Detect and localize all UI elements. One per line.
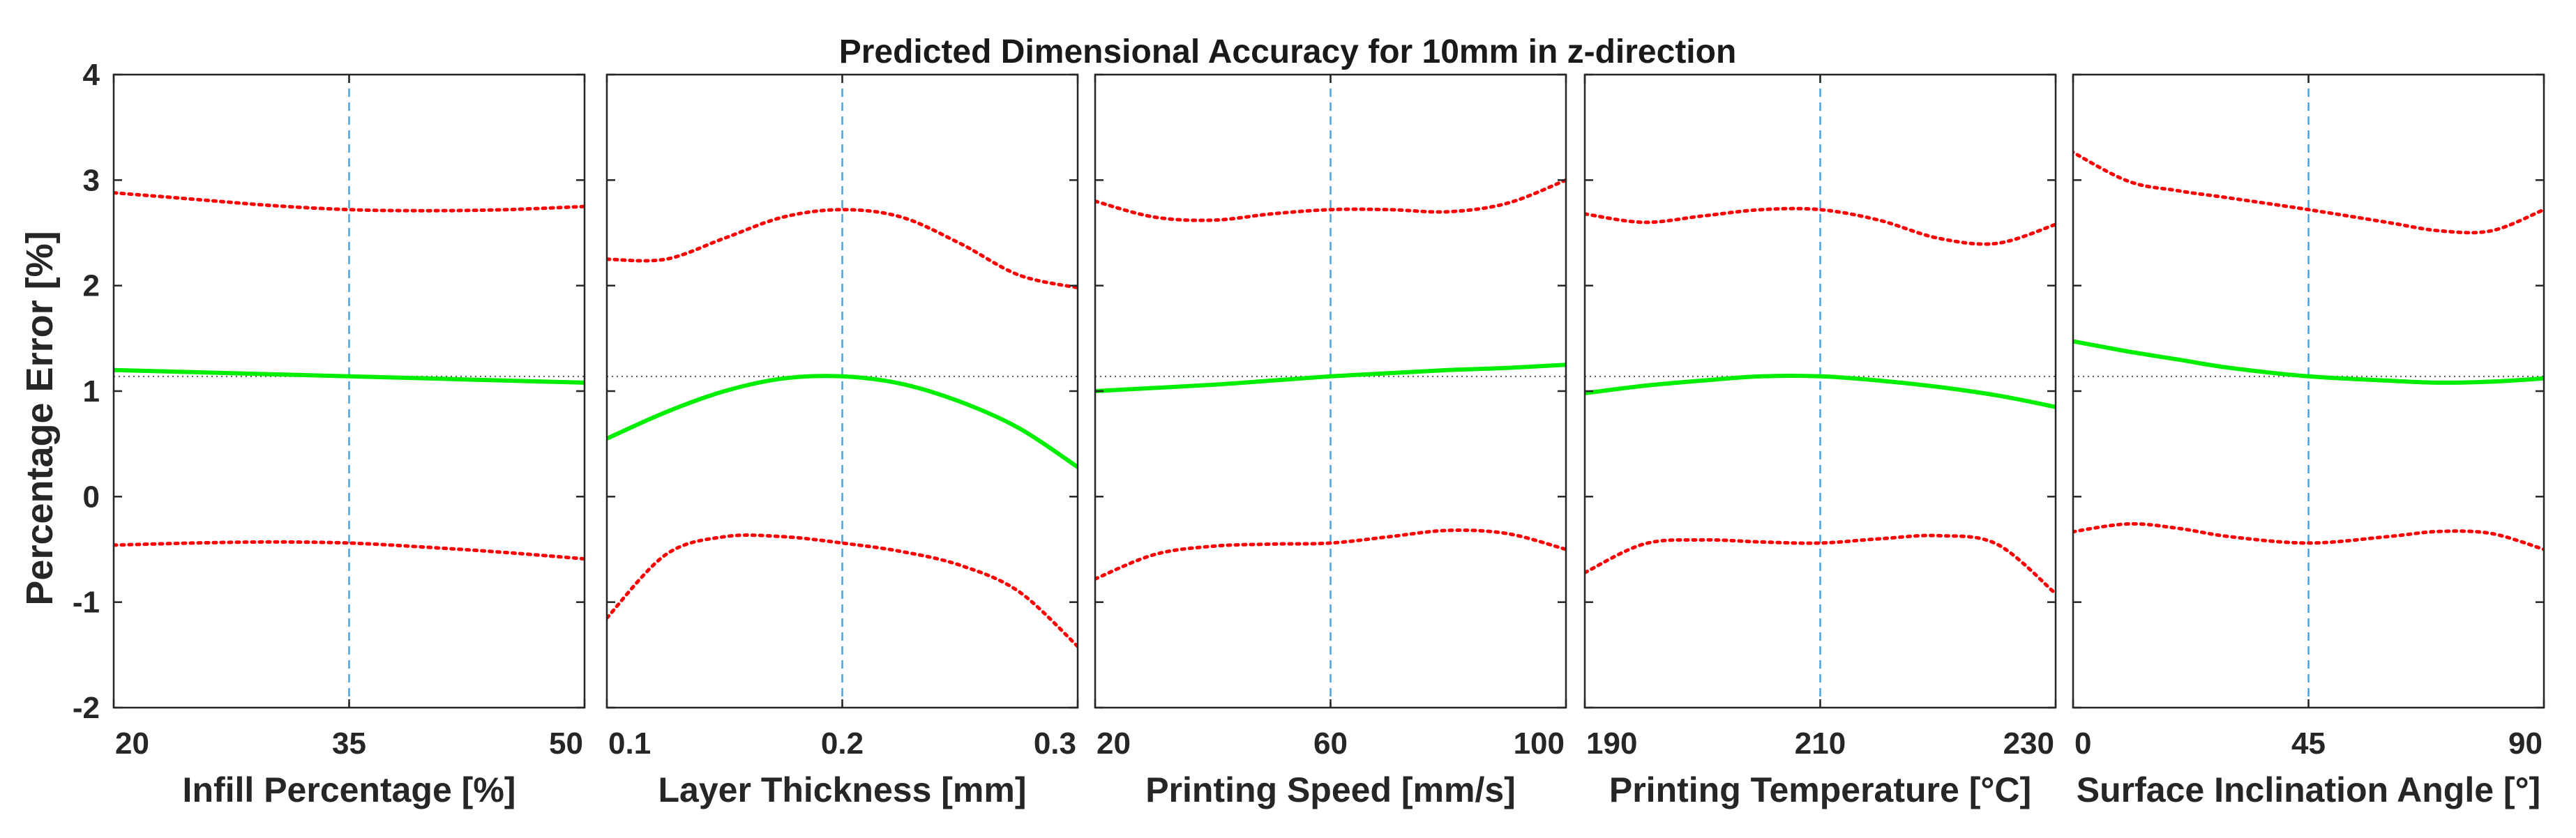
x-tick-label: 0.3 <box>1034 726 1076 761</box>
series-prediction <box>607 374 1078 469</box>
series-lower-bound <box>1095 528 1566 581</box>
series-lower-bound <box>114 540 585 561</box>
x-tick-label: 60 <box>1313 726 1348 761</box>
x-tick-label: 100 <box>1514 726 1565 761</box>
x-tick-label: 90 <box>2508 726 2543 761</box>
y-tick-label: 1 <box>83 374 100 409</box>
x-tick-label: 0 <box>2074 726 2091 761</box>
y-tick-label: -2 <box>73 691 100 725</box>
y-tick-label: 0 <box>83 480 100 514</box>
y-tick-label: 4 <box>83 58 100 92</box>
series-prediction <box>1095 363 1566 393</box>
series-group <box>2073 150 2544 551</box>
chart-title: Predicted Dimensional Accuracy for 10mm … <box>839 33 1737 70</box>
panel-3: 20 60 100 Printing Speed [mm/s] <box>1094 73 1567 809</box>
series-group <box>114 191 585 561</box>
x-tick-label: 20 <box>1097 726 1131 761</box>
panel-1: 20 35 50 -2 -1 0 1 2 3 4 Infill Percentage [%] <box>73 58 586 809</box>
series-upper-bound <box>1585 206 2056 246</box>
series-prediction <box>1585 374 2056 409</box>
y-tick-label: -1 <box>73 586 100 620</box>
x-tick-label: 190 <box>1586 726 1637 761</box>
series-lower-bound <box>2073 521 2544 551</box>
series-group <box>1095 178 1566 581</box>
y-tick-label: 3 <box>83 163 100 197</box>
x-axis-label: Layer Thickness [mm] <box>658 770 1027 809</box>
series-prediction <box>114 367 585 385</box>
panel-4: 190 210 230 Printing Temperature [°C] <box>1583 73 2057 809</box>
series-upper-bound <box>2073 150 2544 235</box>
x-tick-label: 210 <box>1795 726 1846 761</box>
x-tick-label: 35 <box>332 726 366 761</box>
series-upper-bound <box>607 208 1078 290</box>
x-axis-label: Infill Percentage [%] <box>183 770 516 809</box>
series-upper-bound <box>1095 178 1566 222</box>
y-tick-label: 2 <box>83 269 100 303</box>
x-tick-label: 230 <box>2003 726 2054 761</box>
series-group <box>607 208 1078 648</box>
series-upper-bound <box>114 191 585 213</box>
x-tick-label: 0.2 <box>821 726 864 761</box>
x-tick-label: 45 <box>2291 726 2326 761</box>
y-axis-label: Percentage Error [%] <box>19 231 61 605</box>
x-axis-label: Surface Inclination Angle [°] <box>2077 770 2540 809</box>
x-tick-label: 0.1 <box>608 726 651 761</box>
series-group <box>1585 206 2056 596</box>
panel-5: 0 45 90 Surface Inclination Angle [°] <box>2072 73 2545 809</box>
series-lower-bound <box>607 533 1078 648</box>
x-tick-label: 50 <box>549 726 583 761</box>
x-axis-label: Printing Speed [mm/s] <box>1145 770 1516 809</box>
x-tick-label: 20 <box>115 726 149 761</box>
series-lower-bound <box>1585 533 2056 596</box>
x-axis-label: Printing Temperature [°C] <box>1609 770 2031 809</box>
series-prediction <box>2073 339 2544 385</box>
